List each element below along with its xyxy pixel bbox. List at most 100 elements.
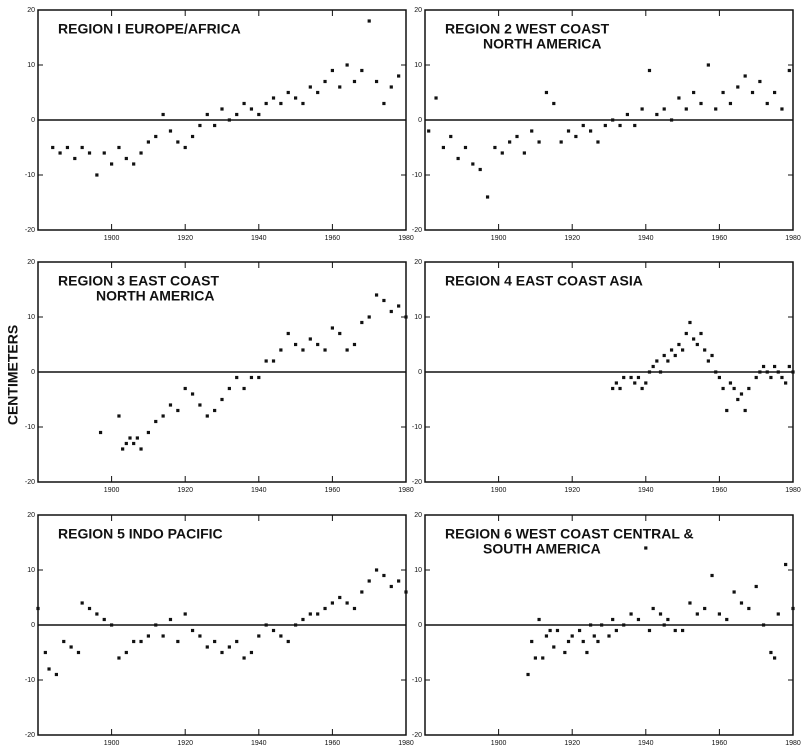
point xyxy=(242,656,246,660)
point xyxy=(139,447,143,451)
point xyxy=(732,590,736,594)
point xyxy=(338,595,342,600)
point xyxy=(308,85,312,89)
point xyxy=(478,167,482,172)
point xyxy=(714,107,718,111)
point xyxy=(581,123,585,128)
point xyxy=(374,79,379,84)
point xyxy=(58,151,62,155)
point xyxy=(190,628,195,633)
y-tick-label: -10 xyxy=(412,424,422,431)
point xyxy=(294,342,298,347)
point xyxy=(706,63,710,67)
point xyxy=(651,364,655,369)
point xyxy=(161,414,165,418)
point xyxy=(183,612,187,616)
point xyxy=(271,359,276,363)
point xyxy=(592,634,596,638)
point xyxy=(566,129,571,133)
x-tick-label: 1900 xyxy=(491,235,507,242)
panel-title: REGION I EUROPE/AFRICA xyxy=(58,21,241,37)
point xyxy=(611,118,615,122)
point xyxy=(161,112,165,117)
point xyxy=(622,375,626,380)
point xyxy=(515,134,519,139)
point xyxy=(791,606,795,611)
point xyxy=(80,601,84,605)
point xyxy=(279,101,283,106)
point xyxy=(404,590,408,594)
point xyxy=(54,672,58,677)
point xyxy=(117,414,121,418)
x-tick-label: 1900 xyxy=(104,235,120,242)
point xyxy=(721,90,725,95)
y-tick-label: 10 xyxy=(27,567,35,574)
point xyxy=(352,606,357,611)
point xyxy=(43,650,47,655)
point xyxy=(640,107,644,111)
point xyxy=(493,145,497,150)
point xyxy=(555,628,560,633)
point xyxy=(684,107,688,111)
panel-title: SOUTH AMERICA xyxy=(483,541,601,557)
point xyxy=(688,320,692,325)
point xyxy=(761,364,766,369)
point xyxy=(397,304,401,308)
y-tick-label: -10 xyxy=(25,677,35,684)
point xyxy=(338,331,342,336)
point xyxy=(316,90,320,95)
point xyxy=(198,403,202,407)
point xyxy=(76,650,81,655)
point xyxy=(220,107,224,111)
x-tick-label: 1960 xyxy=(325,487,341,494)
point xyxy=(566,639,571,644)
point xyxy=(658,370,663,374)
point xyxy=(257,634,261,638)
point xyxy=(264,359,268,363)
x-tick-label: 1960 xyxy=(712,740,728,747)
point xyxy=(714,370,718,374)
point xyxy=(699,101,703,106)
point xyxy=(213,639,217,644)
point xyxy=(345,63,349,67)
point xyxy=(581,639,585,644)
point xyxy=(559,140,563,144)
point xyxy=(301,101,305,106)
y-tick-label: 0 xyxy=(418,622,422,629)
point xyxy=(330,601,334,605)
point xyxy=(728,101,733,106)
point xyxy=(69,645,73,649)
y-tick-label: -20 xyxy=(25,227,35,234)
point xyxy=(758,79,762,84)
point xyxy=(73,156,77,161)
point xyxy=(636,617,641,622)
point xyxy=(62,639,66,644)
point xyxy=(732,386,736,391)
point xyxy=(747,606,751,611)
point xyxy=(574,134,578,139)
point xyxy=(110,623,114,627)
point xyxy=(692,90,696,95)
y-tick-label: -20 xyxy=(412,479,422,486)
point xyxy=(600,623,604,627)
point xyxy=(227,118,231,122)
y-tick-label: 20 xyxy=(414,512,422,519)
point xyxy=(146,140,150,144)
point xyxy=(301,617,305,622)
point xyxy=(154,623,158,627)
y-tick-label: 20 xyxy=(27,259,35,266)
point xyxy=(677,342,681,347)
point xyxy=(168,129,173,133)
point xyxy=(227,645,231,649)
point xyxy=(146,430,150,435)
point xyxy=(703,606,707,611)
point xyxy=(530,639,534,644)
point xyxy=(323,79,327,84)
point xyxy=(463,145,468,150)
point xyxy=(404,315,408,319)
point xyxy=(124,650,128,655)
point xyxy=(308,612,312,616)
y-tick-label: 0 xyxy=(418,117,422,124)
point xyxy=(589,129,593,133)
